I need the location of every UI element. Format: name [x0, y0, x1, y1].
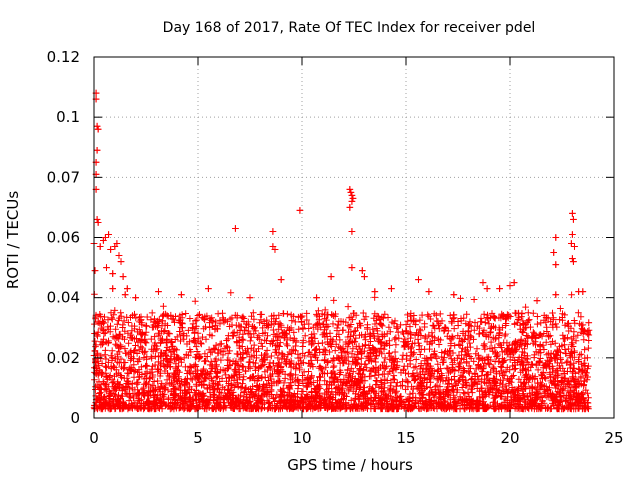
scatter-markers — [90, 89, 593, 413]
data-point-42 — [569, 231, 576, 238]
data-point-32 — [349, 195, 357, 202]
data-point-20 — [103, 264, 110, 271]
data-point-68 — [579, 288, 587, 295]
data-points — [90, 89, 593, 413]
data-point-57 — [425, 288, 433, 295]
data-point-44 — [571, 243, 578, 250]
data-point-28 — [296, 207, 304, 214]
data-point-62 — [155, 288, 162, 295]
data-point-25 — [269, 228, 277, 235]
x-tick-label-4: 20 — [500, 429, 519, 447]
data-point-38 — [552, 261, 560, 268]
data-point-34 — [346, 204, 354, 211]
y-tick-label-6: 0.12 — [47, 48, 80, 66]
data-point-66 — [450, 291, 458, 298]
data-point-56 — [510, 279, 518, 286]
data-point-3 — [94, 125, 102, 133]
data-point-60 — [277, 276, 285, 283]
data-point-24 — [232, 225, 239, 232]
y-tick-label-4: 0.07 — [47, 168, 80, 186]
x-tick-label-3: 15 — [396, 429, 415, 447]
data-point-73 — [496, 285, 503, 292]
data-point-37 — [550, 249, 557, 256]
data-point-49 — [313, 294, 320, 301]
data-point-14 — [105, 231, 112, 238]
data-point-39 — [552, 291, 560, 298]
data-point-41 — [570, 216, 577, 223]
data-point-53 — [479, 279, 487, 286]
data-point-19 — [117, 258, 125, 265]
x-tick-label-0: 0 — [89, 429, 99, 447]
x-tick-label-5: 25 — [604, 429, 623, 447]
data-point-63 — [132, 294, 139, 301]
y-tick-label-3: 0.06 — [47, 229, 80, 247]
data-point-50 — [348, 264, 356, 271]
data-point-48 — [246, 294, 254, 301]
data-point-72 — [371, 288, 379, 295]
data-point-45 — [569, 255, 576, 262]
data-point-40 — [569, 210, 576, 217]
data-point-13 — [102, 234, 109, 241]
data-point-15 — [107, 246, 114, 253]
data-point-52 — [361, 273, 368, 280]
data-point-35 — [348, 228, 356, 235]
data-point-55 — [506, 282, 514, 289]
data-point-43 — [568, 240, 575, 247]
data-point-61 — [178, 291, 185, 298]
tick-labels: 0 5 10 15 20 25 0 0.02 0.04 0.06 0.07 0.1 0.12 — [47, 48, 624, 447]
data-point-64 — [205, 285, 212, 292]
data-point-27 — [271, 246, 279, 253]
data-point-58 — [388, 285, 395, 292]
data-point-22 — [119, 273, 127, 280]
x-tick-label-1: 5 — [193, 429, 203, 447]
data-point-21 — [109, 270, 117, 277]
data-point-30 — [347, 189, 355, 196]
data-point-46 — [570, 258, 577, 265]
data-point-70 — [121, 291, 129, 298]
chart-title: Day 168 of 2017, Rate Of TEC Index for r… — [163, 20, 536, 36]
data-point-23 — [91, 267, 99, 274]
data-point-33 — [348, 198, 356, 205]
data-point-31 — [348, 192, 356, 199]
y-tick-label-2: 0.04 — [47, 289, 80, 307]
data-point-54 — [483, 285, 491, 292]
data-point-67 — [533, 297, 541, 304]
data-point-71 — [123, 285, 131, 292]
x-tick-label-2: 10 — [292, 429, 311, 447]
x-axis-label: GPS time / hours — [287, 456, 413, 474]
y-tick-label-5: 0.1 — [56, 108, 80, 126]
data-point-29 — [346, 186, 354, 193]
data-point-11 — [96, 243, 104, 250]
data-point-51 — [359, 267, 366, 274]
data-point-59 — [327, 273, 335, 280]
axis-ticks — [93, 56, 615, 419]
data-point-2 — [93, 122, 101, 130]
data-point-18 — [115, 252, 123, 259]
data-point-17 — [113, 240, 121, 247]
y-tick-label-0: 0 — [70, 409, 80, 427]
y-axis-label: ROTI / TECUs — [4, 191, 22, 289]
data-point-65 — [415, 276, 422, 283]
data-point-8 — [93, 216, 101, 223]
data-point-9 — [94, 219, 102, 226]
data-point-36 — [552, 234, 560, 241]
data-point-69 — [109, 285, 117, 292]
data-point-4 — [93, 146, 101, 154]
y-tick-label-1: 0.02 — [47, 349, 80, 367]
